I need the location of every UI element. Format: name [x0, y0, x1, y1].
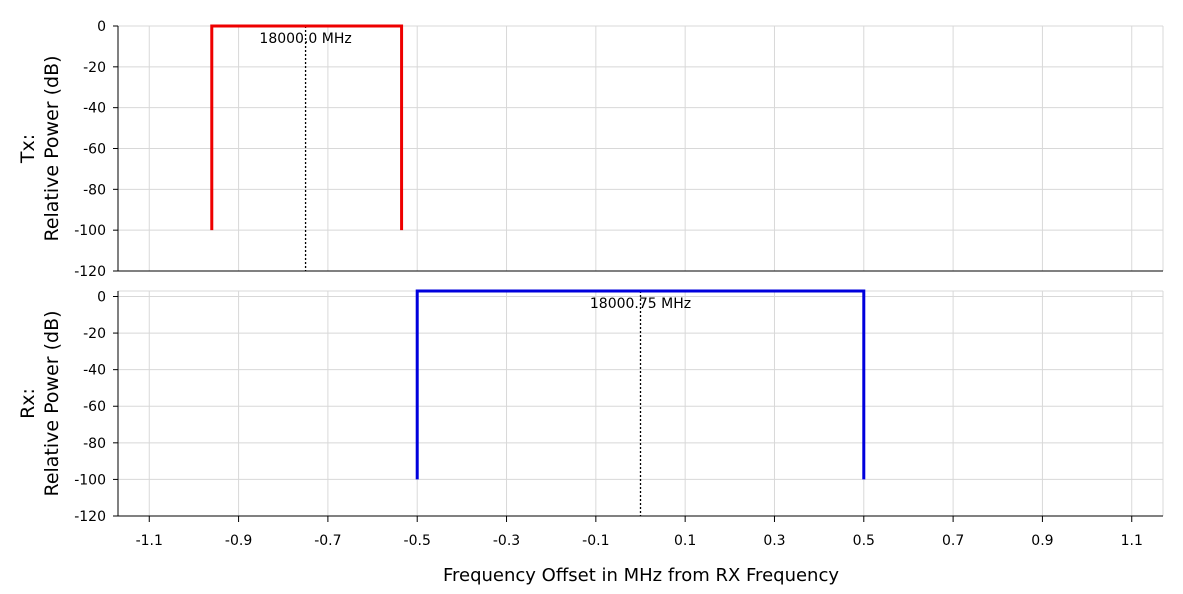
x-axis-label: Frequency Offset in MHz from RX Frequenc…	[443, 565, 839, 586]
rx-y-tick-label: 0	[97, 289, 106, 305]
tx-panel: 0 -20 -40 -60 -80 -100 -120 Tx: Relative Power (…	[17, 19, 1164, 280]
x-tick-label: 0.3	[763, 533, 785, 549]
x-tick-label: 0.1	[674, 533, 696, 549]
rx-y-tick-label: -120	[74, 509, 106, 525]
x-tick-label: -0.5	[404, 533, 431, 549]
tx-y-tick-label: -80	[83, 182, 106, 198]
tx-y-tick-label: -120	[74, 264, 106, 280]
tx-y-axis-label-line1: Tx:	[17, 134, 39, 164]
x-tick-label: -0.7	[314, 533, 341, 549]
x-tick-label: -0.3	[493, 533, 520, 549]
rx-y-tick-label: -100	[74, 472, 106, 488]
rx-y-axis-label-line2: Relative Power (dB)	[41, 310, 63, 496]
x-tick-label: 0.5	[853, 533, 875, 549]
rx-center-frequency-label: 18000.75 MHz	[590, 296, 691, 312]
x-tick-label: 0.9	[1031, 533, 1053, 549]
tx-spectrum-mask-line	[210, 24, 404, 231]
tx-y-axis-label: Tx: Relative Power (dB)	[17, 55, 63, 241]
rx-y-axis-label: Rx: Relative Power (dB)	[17, 310, 63, 496]
x-tick-label: 1.1	[1121, 533, 1143, 549]
rx-panel: 0 -20 -40 -60 -80 -100 -120 Rx: Relative Power (…	[17, 289, 1164, 525]
rx-y-axis-label-line1: Rx:	[17, 388, 39, 419]
tx-y-tick-label: -60	[83, 142, 106, 158]
x-axis: -1.1 -0.9 -0.7 -0.5 -0.3 -0.1 0.1 0.3 0.5 0.7 0.9 1…	[118, 515, 1163, 549]
x-tick-label: -0.9	[225, 533, 252, 549]
x-tick-label: -0.1	[582, 533, 609, 549]
tx-y-axis-label-line2: Relative Power (dB)	[41, 55, 63, 241]
x-tick-label: -1.1	[136, 533, 163, 549]
tx-y-tick-label: -100	[74, 223, 106, 239]
x-tick-label: 0.7	[942, 533, 964, 549]
rx-y-tick-label: -80	[83, 436, 106, 452]
rx-y-tick-label: -40	[83, 363, 106, 379]
tx-y-tick-label: 0	[97, 19, 106, 35]
tx-y-tick-label: -40	[83, 101, 106, 117]
rx-spectrum-mask-line	[415, 289, 866, 480]
rx-y-tick-label: -60	[83, 399, 106, 415]
tx-center-frequency-label: 18000.0 MHz	[259, 31, 351, 47]
tx-y-tick-label: -20	[83, 60, 106, 76]
rx-y-tick-label: -20	[83, 326, 106, 342]
